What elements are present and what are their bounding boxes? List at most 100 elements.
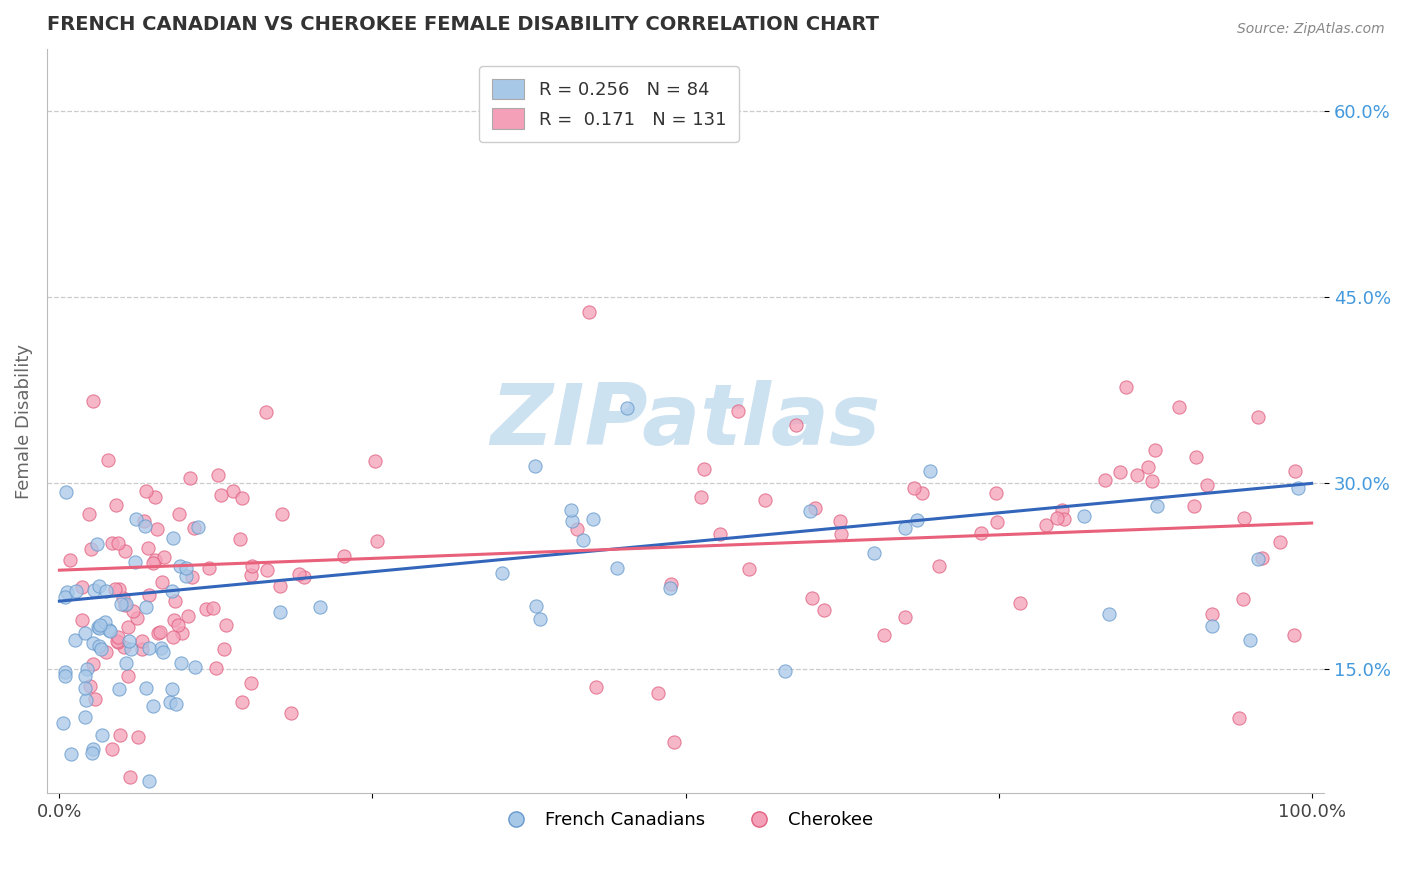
Point — [77, 508, 100, 522]
Point — [1247, 409, 1270, 424]
Point — [214, 618, 236, 632]
Point — [727, 404, 749, 418]
Point — [136, 541, 159, 555]
Point — [76, 662, 98, 676]
Point — [254, 405, 277, 419]
Point — [166, 618, 188, 632]
Point — [142, 556, 165, 570]
Point — [364, 454, 387, 468]
Point — [271, 508, 294, 522]
Point — [75, 669, 97, 683]
Point — [176, 609, 198, 624]
Point — [138, 588, 160, 602]
Point — [269, 605, 291, 619]
Point — [1201, 607, 1223, 621]
Point — [582, 512, 605, 526]
Point — [911, 485, 934, 500]
Point — [1073, 508, 1095, 523]
Point — [53, 590, 76, 604]
Point — [112, 640, 135, 654]
Point — [121, 604, 143, 618]
Point — [737, 561, 759, 575]
Point — [1144, 442, 1167, 457]
Point — [830, 527, 852, 541]
Point — [143, 491, 166, 505]
Point — [82, 746, 104, 760]
Point — [165, 594, 187, 608]
Point — [606, 561, 628, 575]
Point — [176, 560, 198, 574]
Point — [149, 640, 172, 655]
Point — [658, 582, 681, 596]
Point — [1167, 400, 1189, 414]
Point — [75, 709, 97, 723]
Point — [209, 488, 232, 502]
Point — [170, 626, 193, 640]
Point — [288, 566, 311, 581]
Point — [87, 620, 110, 634]
Point — [333, 549, 356, 564]
Point — [53, 669, 76, 683]
Point — [112, 591, 135, 605]
Point — [101, 742, 124, 756]
Point — [198, 560, 221, 574]
Point — [104, 582, 127, 596]
Point — [98, 624, 121, 639]
Point — [571, 533, 593, 547]
Point — [690, 490, 713, 504]
Point — [1184, 499, 1206, 513]
Point — [143, 552, 166, 566]
Point — [169, 559, 191, 574]
Point — [560, 503, 582, 517]
Point — [561, 514, 583, 528]
Point — [107, 536, 129, 550]
Point — [163, 613, 186, 627]
Point — [773, 664, 796, 678]
Point — [491, 566, 513, 580]
Point — [89, 578, 111, 592]
Point — [524, 599, 547, 613]
Point — [918, 464, 941, 478]
Point — [114, 597, 136, 611]
Point — [894, 610, 917, 624]
Point — [82, 636, 104, 650]
Point — [1184, 450, 1206, 465]
Point — [72, 614, 94, 628]
Point — [195, 602, 218, 616]
Point — [152, 645, 174, 659]
Point — [970, 525, 993, 540]
Point — [202, 600, 225, 615]
Point — [59, 553, 82, 567]
Point — [1125, 468, 1147, 483]
Point — [70, 580, 93, 594]
Legend: French Canadians, Cherokee: French Canadians, Cherokee — [491, 804, 880, 837]
Point — [134, 519, 156, 533]
Point — [1284, 464, 1306, 478]
Point — [873, 628, 896, 642]
Point — [153, 549, 176, 564]
Point — [183, 659, 205, 673]
Point — [905, 513, 928, 527]
Point — [524, 458, 547, 473]
Point — [52, 715, 75, 730]
Point — [647, 686, 669, 700]
Point — [578, 304, 600, 318]
Point — [1247, 551, 1270, 566]
Point — [183, 521, 205, 535]
Point — [754, 493, 776, 508]
Point — [117, 620, 139, 634]
Point — [1288, 481, 1310, 495]
Point — [118, 634, 141, 648]
Point — [231, 491, 253, 505]
Point — [693, 462, 716, 476]
Point — [205, 661, 228, 675]
Point — [828, 514, 851, 528]
Point — [187, 519, 209, 533]
Point — [73, 626, 96, 640]
Point — [94, 583, 117, 598]
Point — [903, 482, 925, 496]
Point — [114, 598, 136, 612]
Point — [179, 471, 201, 485]
Point — [125, 611, 148, 625]
Point — [89, 639, 111, 653]
